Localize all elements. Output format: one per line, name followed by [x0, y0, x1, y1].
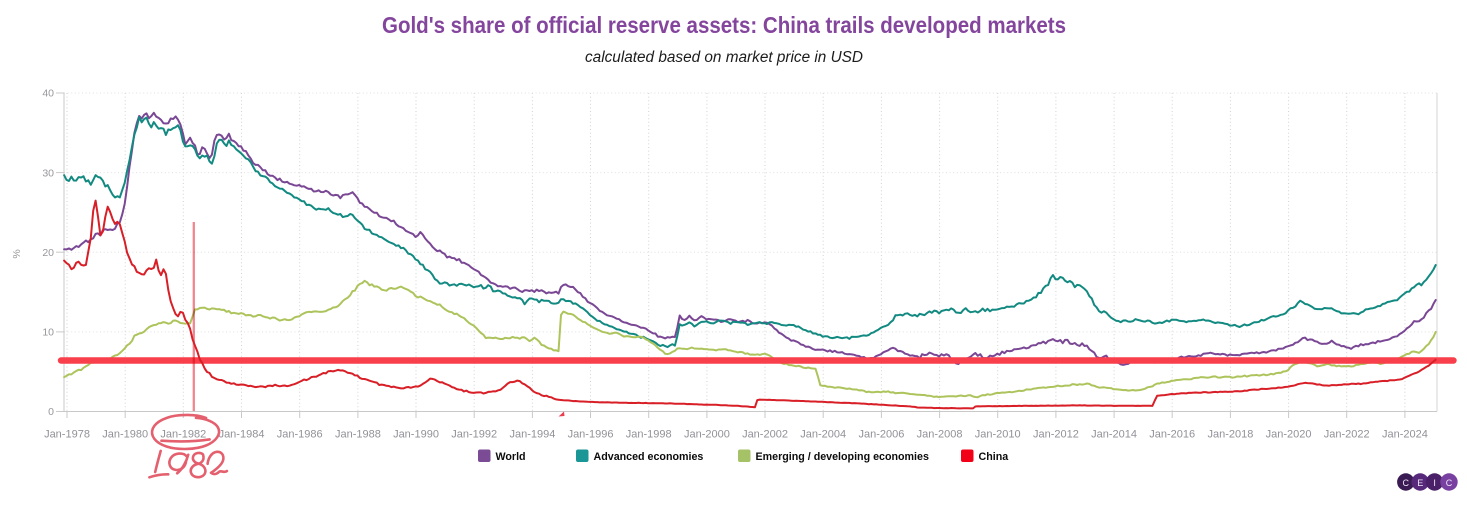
- svg-text:C: C: [1403, 478, 1410, 488]
- svg-text:Jan-2022: Jan-2022: [1324, 429, 1370, 441]
- svg-text:Jan-2006: Jan-2006: [858, 429, 904, 441]
- svg-text:Emerging / developing economie: Emerging / developing economies: [756, 451, 929, 463]
- svg-text:Gold's share of official reser: Gold's share of official reserve assets:…: [382, 12, 1066, 38]
- svg-text:40: 40: [42, 88, 54, 100]
- svg-text:China: China: [979, 451, 1010, 463]
- svg-text:Jan-2016: Jan-2016: [1149, 429, 1195, 441]
- svg-text:Jan-1984: Jan-1984: [219, 429, 265, 441]
- svg-text:10: 10: [42, 327, 54, 339]
- svg-text:Jan-1996: Jan-1996: [568, 429, 614, 441]
- svg-text:%: %: [11, 249, 23, 258]
- svg-text:calculated based on market pri: calculated based on market price in USD: [585, 49, 863, 66]
- svg-text:0: 0: [48, 406, 54, 418]
- svg-text:Jan-1992: Jan-1992: [451, 429, 497, 441]
- svg-text:30: 30: [42, 167, 54, 179]
- svg-text:Jan-2008: Jan-2008: [917, 429, 963, 441]
- svg-text:Jan-1986: Jan-1986: [277, 429, 323, 441]
- svg-text:Jan-1978: Jan-1978: [44, 429, 90, 441]
- svg-text:Jan-2018: Jan-2018: [1207, 429, 1253, 441]
- svg-text:Advanced economies: Advanced economies: [594, 451, 704, 463]
- svg-text:Jan-1994: Jan-1994: [509, 429, 555, 441]
- svg-text:Jan-2014: Jan-2014: [1091, 429, 1137, 441]
- svg-text:20: 20: [42, 247, 54, 259]
- svg-text:Jan-1980: Jan-1980: [102, 429, 148, 441]
- svg-text:Jan-1988: Jan-1988: [335, 429, 381, 441]
- svg-text:I: I: [1433, 478, 1436, 488]
- svg-text:Jan-1998: Jan-1998: [626, 429, 672, 441]
- svg-text:Jan-1990: Jan-1990: [393, 429, 439, 441]
- svg-text:Jan-2012: Jan-2012: [1033, 429, 1079, 441]
- svg-text:World: World: [496, 451, 526, 463]
- svg-text:Jan-2010: Jan-2010: [975, 429, 1021, 441]
- svg-text:Jan-2024: Jan-2024: [1382, 429, 1428, 441]
- svg-text:Jan-2002: Jan-2002: [742, 429, 788, 441]
- svg-text:Jan-2000: Jan-2000: [684, 429, 730, 441]
- svg-text:E: E: [1417, 478, 1423, 488]
- svg-text:Jan-2004: Jan-2004: [800, 429, 846, 441]
- svg-text:Jan-2020: Jan-2020: [1266, 429, 1312, 441]
- svg-text:Jan-1982: Jan-1982: [160, 429, 206, 441]
- svg-text:C: C: [1446, 478, 1453, 488]
